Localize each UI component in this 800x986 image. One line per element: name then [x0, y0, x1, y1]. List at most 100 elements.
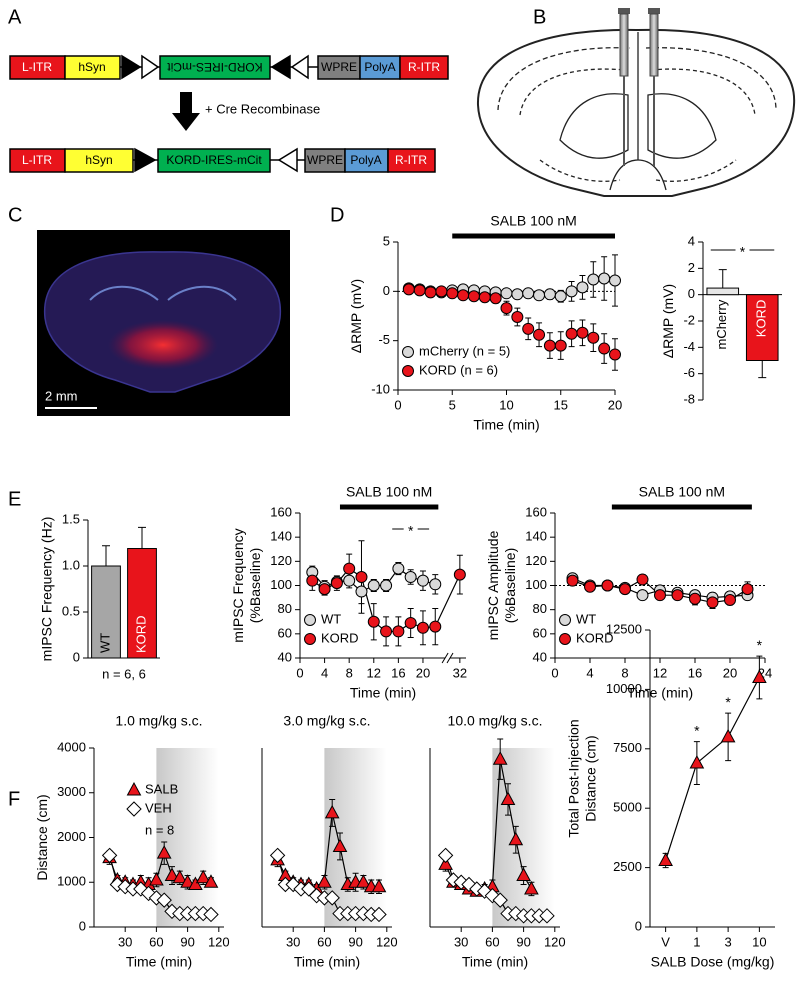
legend-marker [559, 633, 571, 645]
x-tick-label: 8 [346, 665, 353, 680]
y-tick-label: 0.5 [62, 603, 80, 618]
x-tick-label: 12 [367, 665, 381, 680]
data-point [318, 583, 331, 596]
data-point [720, 728, 736, 743]
data-point [543, 288, 556, 301]
hippocampus [559, 93, 629, 159]
x-axis-label: Time (min) [473, 417, 539, 433]
y-tick-label: 40 [278, 649, 292, 664]
y-tick-label: 2 [688, 260, 695, 275]
x-tick-label: 90 [516, 934, 530, 949]
axis-break [441, 652, 449, 664]
y-tick-label: -5 [378, 332, 390, 347]
box-label: hSyn [85, 153, 112, 167]
x-tick-label: 0 [296, 665, 303, 680]
y-tick-label: 2000 [57, 829, 86, 844]
data-point [492, 892, 508, 908]
data-point [689, 755, 705, 769]
data-point [598, 272, 611, 285]
x-tick-label: 16 [688, 665, 702, 680]
kord-expression [108, 320, 218, 370]
significance-label: * [725, 694, 731, 710]
data-point [269, 847, 286, 864]
data-point [392, 562, 405, 575]
loxp-site [134, 147, 157, 173]
data-point [522, 322, 535, 335]
midbrain [609, 159, 667, 191]
data-point [172, 869, 188, 884]
box-label: R-ITR [408, 60, 440, 74]
arrow-head [172, 113, 200, 131]
bar [706, 287, 740, 296]
data-point [413, 284, 426, 297]
x-tick-label: 60 [149, 934, 163, 949]
data-point [435, 285, 448, 298]
y-tick-label: 160 [525, 504, 547, 519]
y-tick-label: 60 [533, 625, 547, 640]
y-tick-label: 120 [525, 553, 547, 568]
legend-label: VEH [145, 800, 172, 815]
data-point [324, 890, 340, 906]
data-point [457, 289, 470, 302]
y-tick-label: -10 [371, 381, 390, 396]
y-tick-label: -4 [683, 339, 695, 354]
y-tick-label: -8 [683, 391, 695, 406]
data-point [203, 906, 219, 923]
data-point [565, 327, 578, 340]
data-point [584, 580, 596, 593]
y-tick-label: 40 [533, 649, 547, 664]
data-point [500, 791, 516, 805]
data-point [317, 874, 332, 888]
y-axis-label: mIPSC Amplitude [485, 530, 501, 640]
y-tick-label: 1.5 [62, 511, 80, 526]
micrograph [37, 230, 290, 416]
x-axis-label: SALB Dose (mg/kg) [651, 954, 775, 970]
box-label: PolyA [350, 153, 381, 167]
legend-label: WT [576, 611, 596, 626]
data-point [609, 348, 621, 361]
data-point [367, 579, 380, 592]
treatment-label: SALB 100 nM [639, 484, 725, 500]
x-axis-label: Time (min) [294, 954, 360, 970]
box-label: KORD-IRES-mCit [166, 153, 262, 167]
x-tick-label: 60 [317, 934, 331, 949]
y-tick-label: 1.0 [62, 557, 80, 572]
x-tick-label: 90 [348, 934, 362, 949]
box-label: L-ITR [22, 60, 52, 74]
recombination-arrow [172, 92, 200, 131]
y-tick-label: 60 [278, 625, 292, 640]
data-point [636, 573, 649, 586]
legend-marker [304, 614, 316, 626]
data-point [654, 589, 666, 602]
box-label: hSyn [78, 60, 105, 74]
note: n = 6, 6 [102, 666, 146, 681]
data-point [356, 874, 371, 888]
data-point [416, 574, 429, 587]
panel-label: F [8, 788, 20, 810]
y-tick-label: 5000 [613, 800, 642, 815]
data-point [724, 594, 736, 606]
data-point [188, 876, 203, 890]
data-point [587, 273, 600, 286]
legend-marker [402, 346, 414, 358]
y-tick-label: -2 [683, 312, 695, 327]
bar [745, 294, 779, 361]
data-point [343, 562, 356, 575]
x-tick-label: 120 [208, 934, 230, 949]
data-point [741, 583, 754, 596]
box-label: WPRE [307, 153, 343, 167]
data-point [533, 289, 546, 302]
y-tick-label: 80 [533, 601, 547, 616]
category-label: WT [97, 633, 112, 653]
x-tick-label: V [661, 934, 670, 949]
x-tick-label: 4 [321, 665, 328, 680]
panel-label: A [8, 6, 22, 28]
error-bar [718, 269, 727, 289]
data-point [416, 621, 429, 634]
data-point [402, 283, 415, 296]
y-axis-label: ΔRMP (mV) [660, 284, 676, 358]
chart-title: 10.0 mg/kg s.c. [448, 713, 543, 729]
data-point [500, 287, 513, 300]
y-tick-label: 120 [270, 553, 292, 568]
x-tick-label: 10 [752, 934, 766, 949]
